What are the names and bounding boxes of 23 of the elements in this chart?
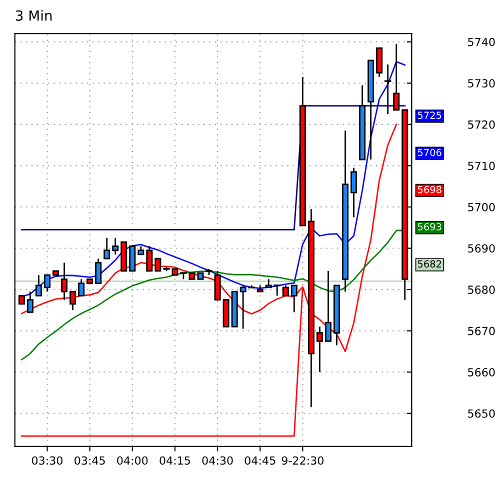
y-tick-label: 5730 [468,79,495,88]
y-tick-label: 5680 [468,286,495,294]
x-tick-label: 04:30 [202,456,233,465]
text: 5682 [418,260,442,268]
text: 5693 [418,223,442,230]
x-tick-label: 03:30 [32,456,63,465]
y-tick-label: 5670 [468,326,495,336]
y-tick-label: 5660 [468,368,495,376]
chart-title: 3 Min [16,10,52,21]
x-tick-label: 04:45 [244,456,276,465]
text: 5698 [418,186,442,194]
y-tick-label: 5690 [468,244,495,253]
y-tick-label: 5700 [468,202,495,212]
x-tick-label: 04:00 [117,456,148,465]
y-tick-label: 5710 [468,162,495,170]
x-tick-label: 04:15 [160,456,190,465]
y-tick-label: 5740 [468,38,495,46]
x-tick-label: 03:45 [74,456,105,465]
text: 5725 [418,112,442,119]
y-tick-label: 5650 [468,409,495,418]
text: 5706 [418,148,442,156]
x-tick-label: 9-22:30 [282,456,324,465]
y-tick-label: 5720 [468,120,495,129]
